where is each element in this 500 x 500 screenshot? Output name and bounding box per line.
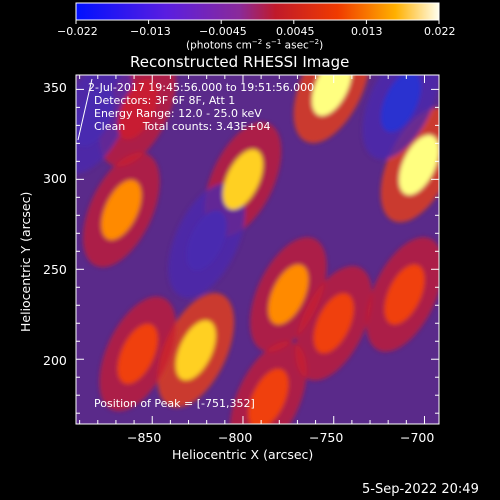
bright-source: [268, 264, 309, 325]
bright-source: [101, 179, 142, 241]
colorbar-tick-label: −0.022: [57, 25, 98, 38]
bright-source: [117, 79, 158, 140]
bright-source: [398, 134, 439, 196]
info-bracket-line: [77, 78, 93, 141]
bright-source: [313, 293, 354, 354]
colorbar: [75, 2, 440, 21]
y-tick-label: 200: [43, 353, 67, 368]
dark-region: [186, 210, 227, 271]
colorbar-tick-label: −0.013: [130, 25, 171, 38]
y-axis-label: Heliocentric Y (arcsec): [18, 191, 33, 332]
bright-source: [248, 368, 289, 424]
bright-source: [311, 75, 353, 116]
x-tick-label: −700: [400, 430, 435, 445]
axis-ticks: [76, 75, 439, 424]
info-clean-counts: Clean Total counts: 3.43E+04: [94, 120, 271, 133]
bright-source: [175, 320, 216, 381]
plot-frame: [75, 74, 440, 425]
info-detectors: Detectors: 3F 6F 8F, Att 1: [94, 94, 236, 107]
heatmap: [76, 75, 439, 424]
colorbar-tick-label: 0.0045: [276, 25, 315, 38]
x-tick-label: −750: [309, 430, 344, 445]
bright-source: [222, 149, 264, 210]
chart-title: Reconstructed RHESSI Image: [130, 53, 350, 71]
bright-source: [384, 264, 425, 325]
dark-region: [76, 86, 115, 147]
x-tick-label: −850: [127, 430, 162, 445]
colorbar-tick-label: 0.013: [351, 25, 383, 38]
peak-position-label: Position of Peak = [-751,352]: [94, 397, 255, 410]
x-axis-label: Heliocentric X (arcsec): [172, 447, 314, 462]
date-stamp: 5-Sep-2022 20:49: [362, 482, 479, 497]
info-energy-range: Energy Range: 12.0 - 25.0 keV: [94, 107, 262, 120]
info-time-range: 2-Jul-2017 19:45:56.000 to 19:51:56.000: [88, 81, 315, 94]
colorbar-units: (photons cm−2 s−1 asec−2): [186, 38, 324, 52]
colorbar-tick-label: −0.0045: [199, 25, 247, 38]
colorbar-tick-label: 0.022: [424, 25, 456, 38]
x-tick-label: −800: [218, 430, 253, 445]
y-tick-label: 250: [43, 262, 67, 277]
bright-source: [117, 323, 158, 384]
colorbar-ticks: [75, 20, 440, 24]
dark-region: [380, 75, 422, 133]
y-tick-label: 300: [43, 171, 67, 186]
y-tick-label: 350: [43, 80, 67, 95]
